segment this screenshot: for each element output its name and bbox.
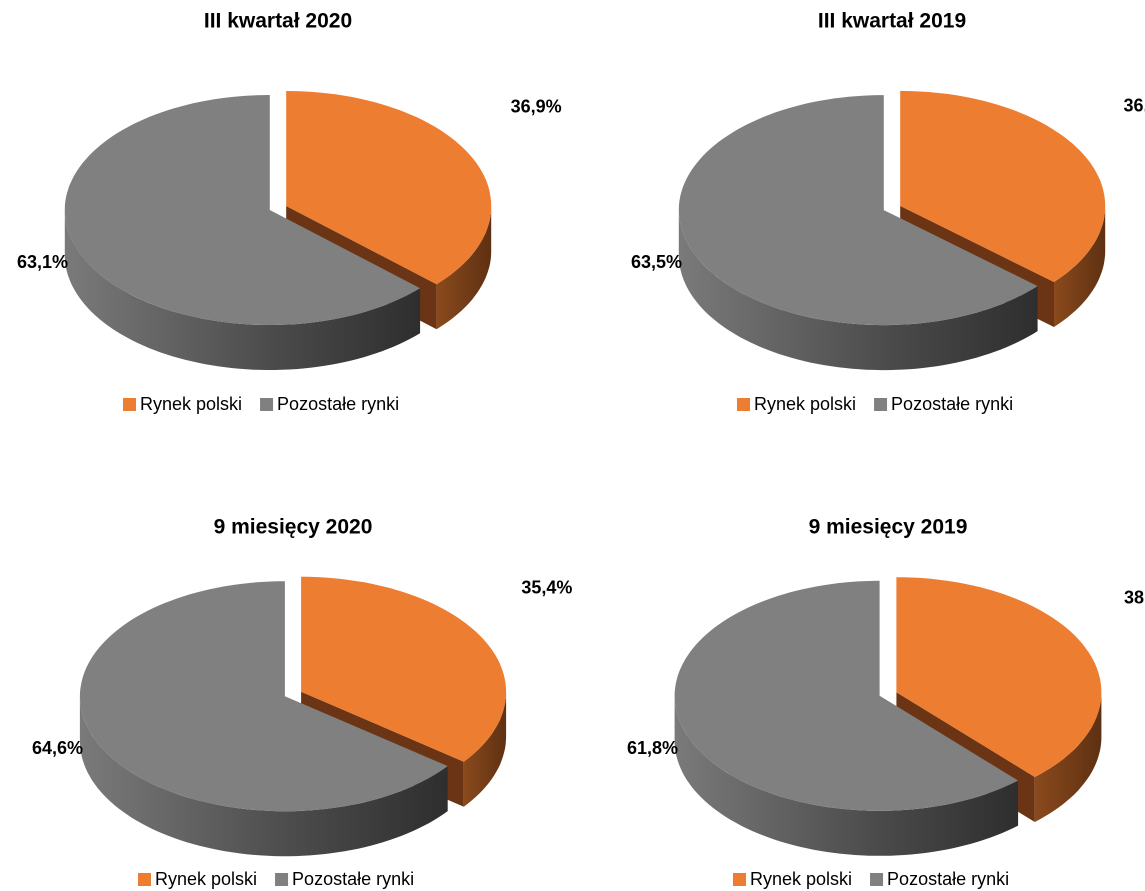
slice (79, 581, 448, 812)
legend-swatch (874, 398, 888, 411)
slice (64, 95, 421, 325)
slice (301, 576, 507, 762)
legend-swatch (138, 873, 151, 886)
slice-side (1034, 692, 1102, 822)
legend-swatch (737, 398, 750, 411)
data-label: 64,6% (32, 738, 83, 758)
legend-swatch (123, 398, 136, 411)
slice-side (64, 210, 421, 370)
slice-side (463, 691, 507, 807)
data-label: 35,4% (521, 578, 572, 598)
slice (900, 90, 1106, 283)
legend-label: Pozostałe rynki (292, 869, 414, 889)
legend-label: Rynek polski (155, 869, 257, 889)
slice-side (436, 206, 492, 330)
slice-side (678, 210, 1038, 371)
legend-label: Rynek polski (750, 869, 852, 889)
slice-side (1054, 205, 1106, 327)
legend-label: Pozostałe rynki (891, 394, 1013, 414)
slice-side (79, 696, 448, 857)
data-label: 38,2% (1124, 587, 1145, 607)
legend-label: Rynek polski (140, 394, 242, 414)
slice (678, 95, 1038, 326)
chart-title: III kwartał 2019 (818, 10, 966, 33)
chart-title: 9 miesięcy 2020 (214, 516, 373, 539)
data-label: 36,5% (1124, 95, 1145, 115)
data-label: 36,9% (511, 97, 562, 117)
legend-swatch (870, 873, 884, 886)
slice (286, 91, 492, 285)
legend-swatch (260, 398, 274, 411)
chart-title: 9 miesięcy 2019 (809, 516, 968, 539)
legend-label: Rynek polski (754, 394, 856, 414)
data-label: 61,8% (627, 738, 678, 758)
data-label: 63,5% (631, 252, 682, 272)
slice (896, 577, 1102, 777)
legend-swatch (733, 873, 746, 886)
legend-label: Pozostałe rynki (277, 394, 399, 414)
slice (674, 580, 1019, 811)
data-label: 63,1% (17, 252, 68, 272)
slice-side (674, 695, 1019, 856)
chart-title: III kwartał 2020 (204, 10, 352, 33)
legend-label: Pozostałe rynki (887, 869, 1009, 889)
legend-swatch (275, 873, 289, 886)
